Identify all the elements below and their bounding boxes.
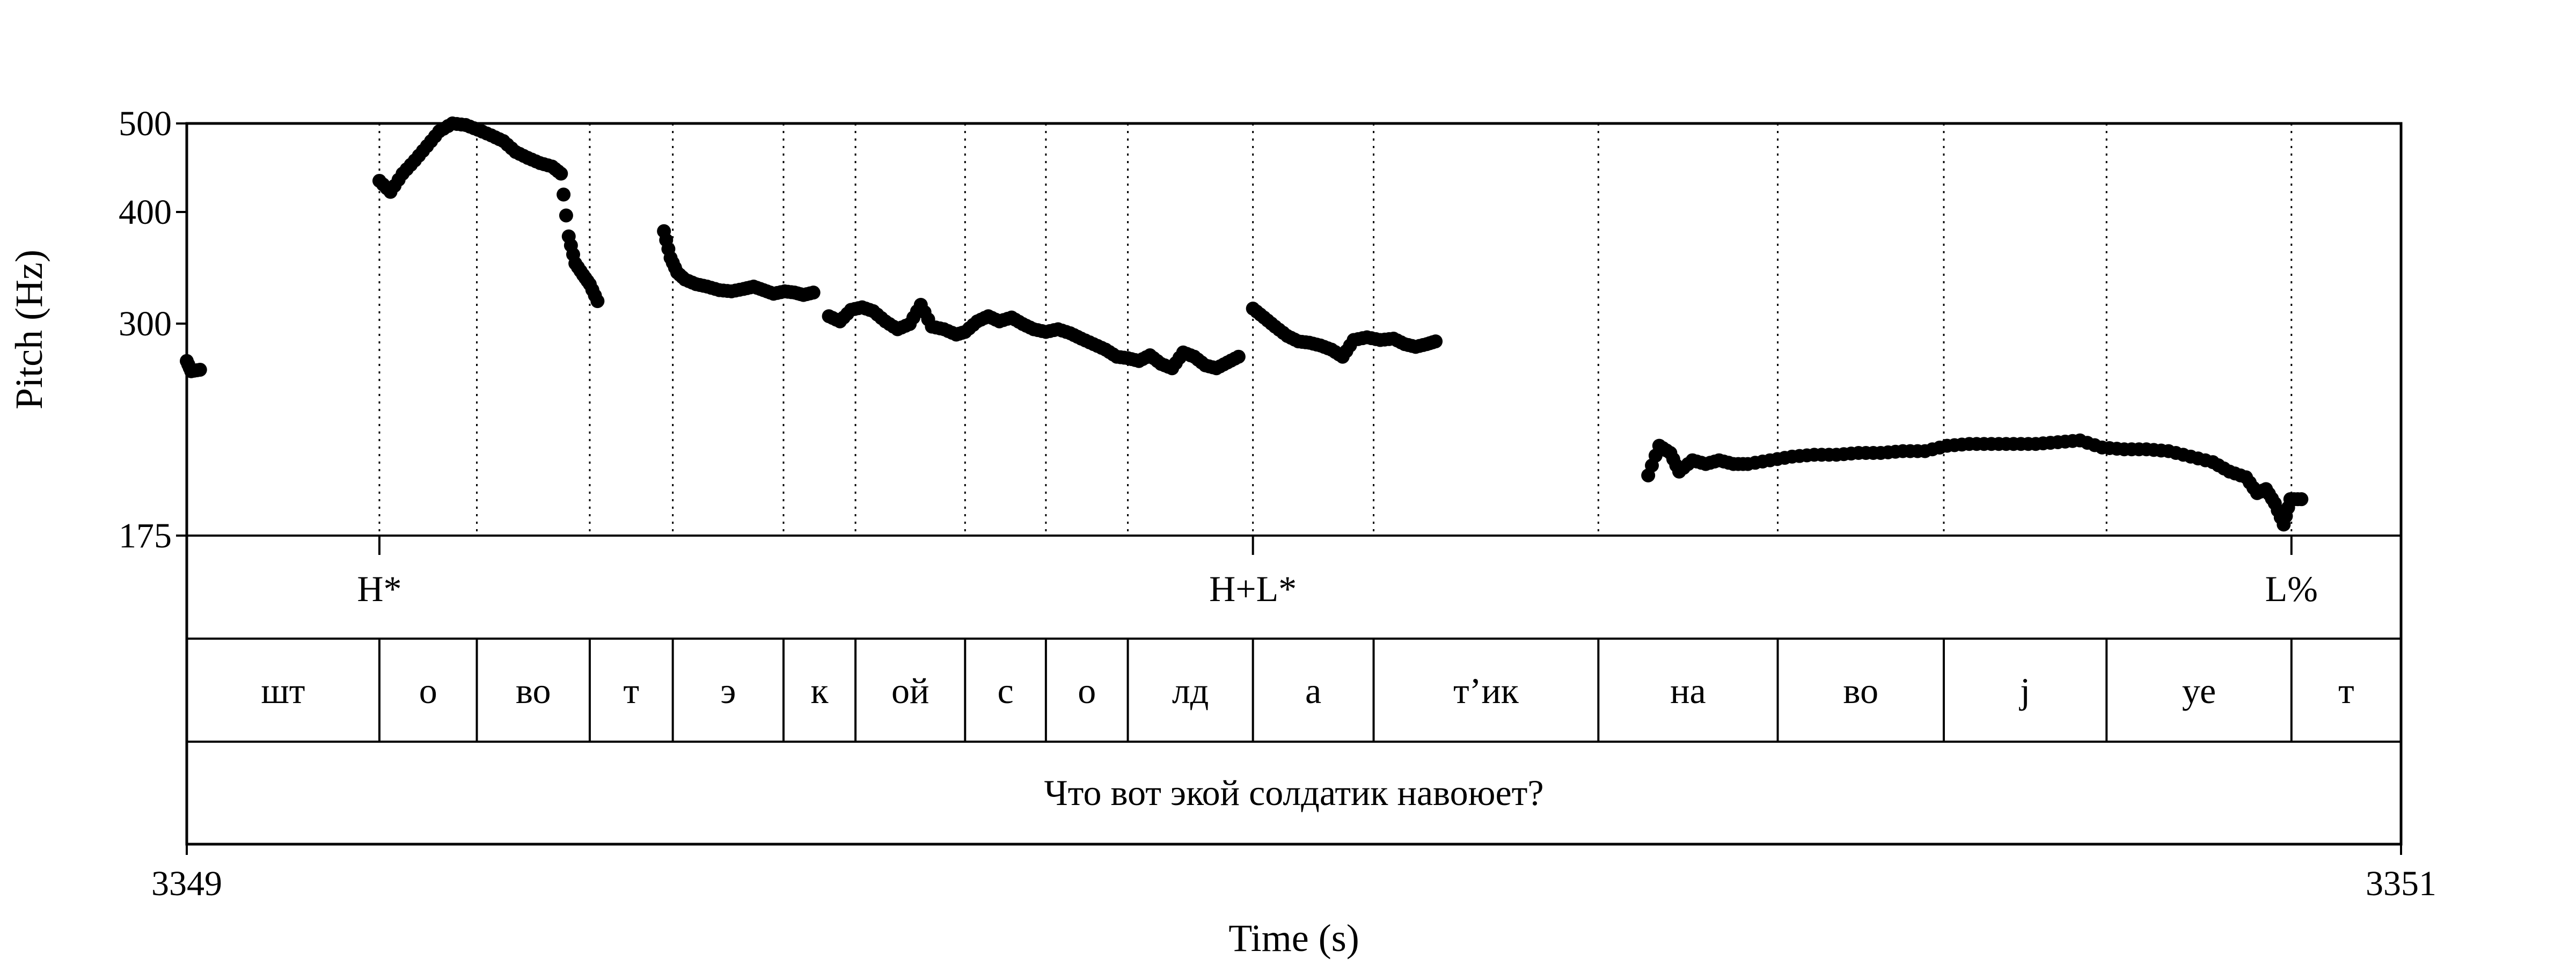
segment-label: э [720, 670, 736, 711]
segment-tier: шт о во т э к ой с о лд а т’ик на во j уе т [261, 670, 2354, 711]
tone-label: H+L* [1209, 568, 1297, 609]
x-tick-label-3351: 3351 [2366, 864, 2436, 903]
interval-boundaries [378, 123, 2293, 742]
y-tick-label-300: 300 [119, 304, 172, 343]
pitch-point [193, 362, 207, 377]
tone-label: L% [2265, 568, 2318, 609]
x-tick-label-3349: 3349 [151, 864, 222, 903]
figure-frame [185, 122, 2403, 846]
segment-label: j [2019, 670, 2030, 711]
pitch-point [554, 166, 568, 181]
pitch-points [180, 116, 2309, 532]
segment-label: на [1670, 670, 1706, 711]
pitch-point [806, 286, 821, 300]
x-axis-title: Time (s) [1228, 917, 1359, 960]
sentence-label: Что вот экой солдатик навоюет? [1044, 772, 1543, 813]
segment-label: ой [891, 670, 929, 711]
pitch-point [559, 208, 573, 223]
y-tick-marks [176, 122, 187, 537]
y-axis-title: Pitch (Hz) [8, 250, 50, 409]
pitch-point [557, 187, 571, 202]
segment-label: шт [261, 670, 305, 711]
pitch-point [590, 294, 605, 309]
segment-label: о [419, 670, 437, 711]
segment-label: т [2338, 670, 2354, 711]
segment-label: во [516, 670, 551, 711]
segment-label: о [1078, 670, 1096, 711]
tone-label: H* [357, 568, 401, 609]
segment-label: т [623, 670, 639, 711]
segment-label: лд [1172, 670, 1209, 711]
y-tick-label-175: 175 [119, 516, 172, 555]
pitch-point [2294, 492, 2309, 507]
segment-label: уе [2182, 670, 2216, 711]
segment-label: к [810, 670, 829, 711]
segment-label: во [1843, 670, 1878, 711]
segment-label: а [1305, 670, 1321, 711]
pitch-point [1429, 334, 1443, 349]
pitch-point [1231, 349, 1246, 364]
tone-tier: H* H+L* L% [357, 536, 2318, 609]
y-tick-label-500: 500 [119, 104, 172, 143]
segment-label: т’ик [1453, 670, 1519, 711]
segment-label: с [997, 670, 1013, 711]
y-tick-label-400: 400 [119, 193, 172, 232]
